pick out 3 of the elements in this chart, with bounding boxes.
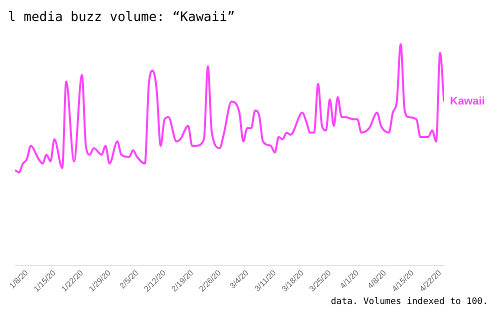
series-label: Kawaii bbox=[450, 96, 485, 108]
chart-title: l media buzz volume: “Kawaii” bbox=[8, 9, 236, 27]
text: data. Volumes indexed to 100. bbox=[330, 297, 489, 307]
